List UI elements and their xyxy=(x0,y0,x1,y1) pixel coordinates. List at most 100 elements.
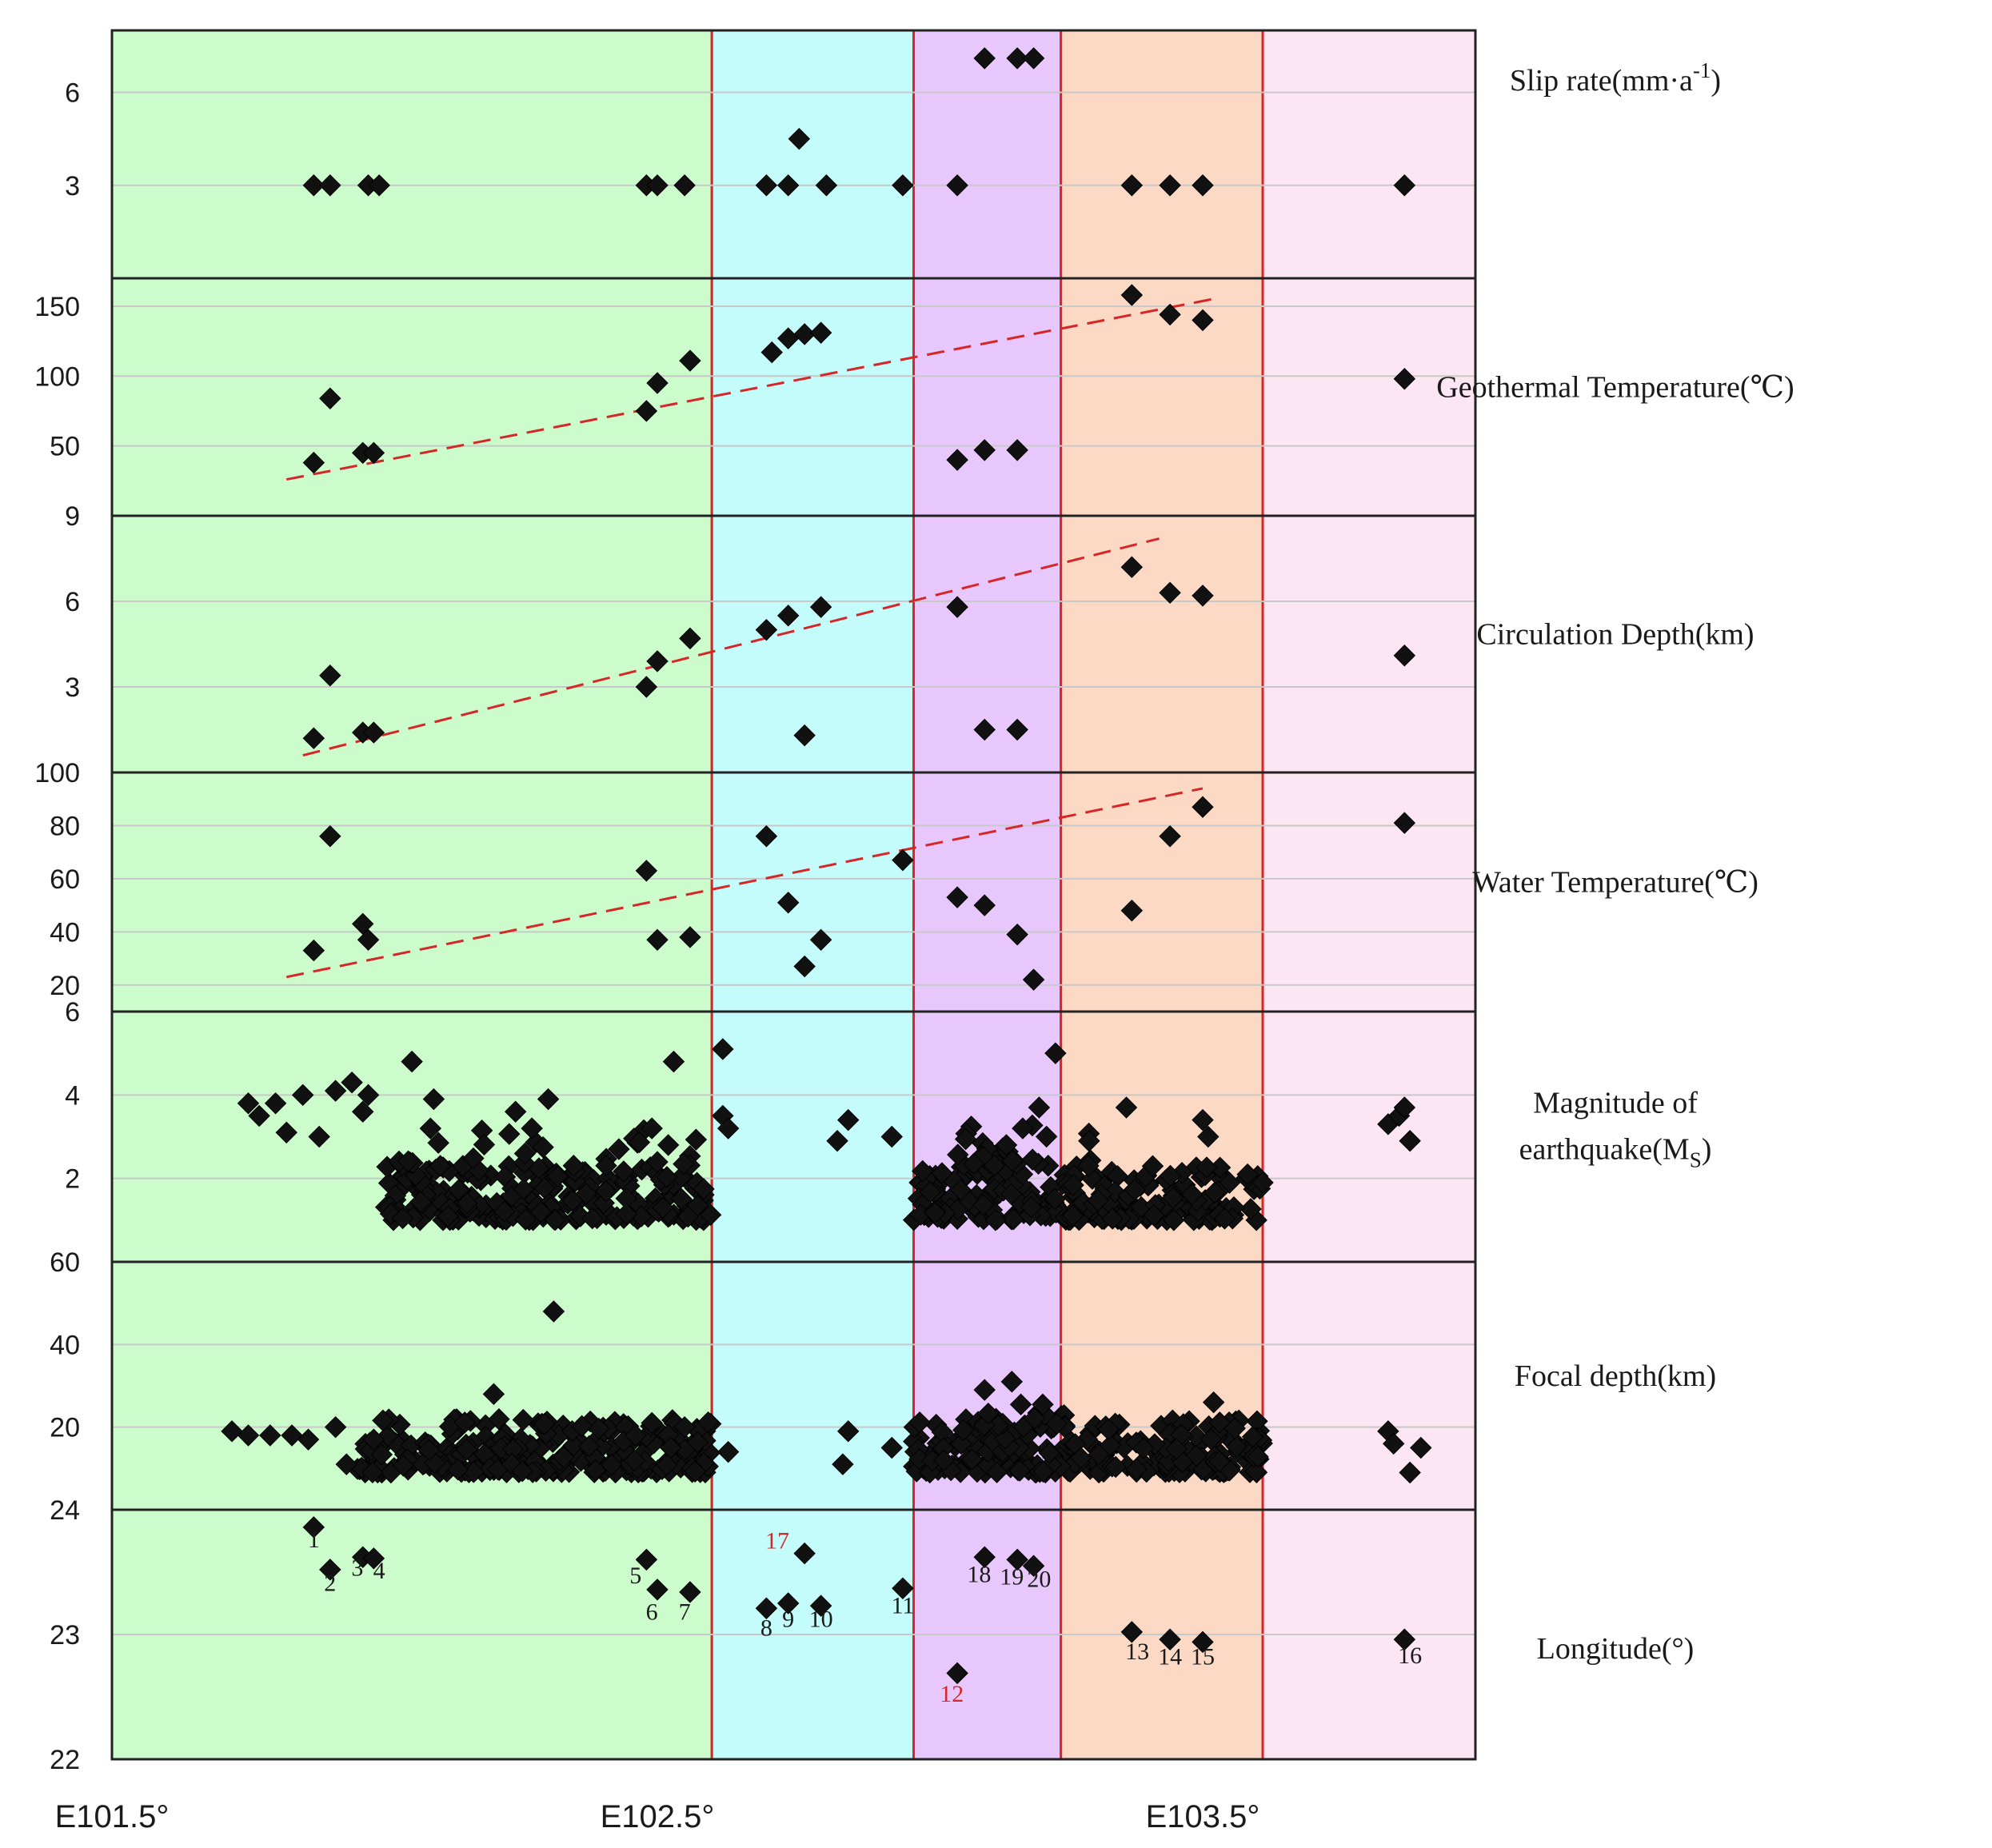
data-point xyxy=(646,372,669,394)
y-tick-label: 20 xyxy=(50,1413,80,1443)
point-label: 1 xyxy=(308,1527,320,1553)
y-tick-label: 150 xyxy=(34,292,80,322)
data-point xyxy=(776,1592,800,1615)
data-point xyxy=(1197,1125,1220,1148)
data-point xyxy=(575,1183,597,1205)
data-point xyxy=(447,1179,470,1201)
data-point xyxy=(946,449,968,471)
y-tick-label: 6 xyxy=(65,78,80,109)
data-point xyxy=(755,618,778,641)
data-point xyxy=(1399,1461,1421,1484)
data-point xyxy=(931,1162,953,1184)
point-label: 4 xyxy=(373,1558,385,1584)
data-point xyxy=(686,1431,709,1454)
data-point xyxy=(533,1413,556,1435)
data-point xyxy=(659,1436,682,1459)
data-point xyxy=(1159,1628,1181,1650)
data-point xyxy=(221,1420,243,1443)
data-point xyxy=(717,1440,740,1463)
data-point xyxy=(1171,1161,1193,1184)
data-point xyxy=(673,1152,695,1175)
data-point xyxy=(324,1415,347,1439)
data-point xyxy=(880,1436,903,1459)
panel-label: earthquake(MS) xyxy=(1519,1133,1712,1172)
data-point xyxy=(248,1104,270,1128)
data-point xyxy=(1159,1164,1182,1187)
data-point xyxy=(1032,1460,1055,1483)
data-point xyxy=(302,727,325,749)
data-point xyxy=(950,1432,972,1455)
panel-label: Magnitude of xyxy=(1533,1087,1698,1120)
panel-label: Circulation Depth(km) xyxy=(1476,618,1754,652)
data-point xyxy=(1006,718,1028,741)
data-point xyxy=(1120,1621,1144,1643)
data-point xyxy=(1115,1096,1138,1119)
data-point xyxy=(512,1408,535,1431)
data-point xyxy=(892,174,914,197)
point-label: 14 xyxy=(1158,1643,1182,1670)
point-label: 12 xyxy=(940,1681,964,1707)
data-point xyxy=(946,1662,968,1685)
data-point xyxy=(1000,1183,1023,1205)
data-point xyxy=(259,1424,281,1447)
data-point xyxy=(391,1207,414,1230)
zone-pink xyxy=(1261,29,1477,1761)
data-point xyxy=(308,1125,330,1148)
data-point xyxy=(501,1452,523,1475)
data-point xyxy=(924,1201,946,1224)
y-tick-label: 100 xyxy=(34,758,80,788)
data-point xyxy=(1061,1204,1084,1227)
y-tick-label: 3 xyxy=(65,171,80,202)
y-tick-label: 20 xyxy=(50,971,80,1001)
data-point xyxy=(615,1203,638,1225)
data-point xyxy=(1028,1096,1051,1119)
data-point xyxy=(646,174,669,197)
point-label: 18 xyxy=(967,1561,991,1587)
data-point xyxy=(995,1134,1018,1156)
data-point xyxy=(1244,1460,1267,1483)
data-point xyxy=(513,1142,537,1165)
data-point xyxy=(832,1453,854,1475)
point-label: 7 xyxy=(679,1599,691,1625)
data-point xyxy=(1393,1096,1416,1119)
data-point xyxy=(1144,1433,1166,1455)
y-tick-label: 40 xyxy=(50,917,80,948)
point-label: 13 xyxy=(1125,1638,1149,1665)
data-point xyxy=(357,928,380,952)
point-label: 11 xyxy=(891,1592,914,1618)
y-tick-label: 100 xyxy=(34,361,80,392)
panel-frames xyxy=(110,29,1477,1761)
data-point xyxy=(511,1459,533,1483)
data-point xyxy=(717,1117,740,1140)
data-points xyxy=(221,47,1432,1685)
data-point xyxy=(1141,1155,1164,1177)
data-point xyxy=(1162,1187,1184,1209)
data-point xyxy=(422,1088,445,1111)
zone-green xyxy=(110,29,713,1761)
data-point xyxy=(1120,174,1144,197)
data-point xyxy=(291,1084,314,1107)
point-label: 19 xyxy=(1000,1564,1024,1591)
data-point xyxy=(237,1092,260,1115)
data-point xyxy=(1125,1458,1148,1481)
data-point xyxy=(793,724,816,747)
data-point xyxy=(1062,1174,1084,1196)
data-point xyxy=(319,174,341,197)
y-tick-label: 6 xyxy=(65,997,80,1028)
data-point xyxy=(973,47,996,70)
data-point xyxy=(1097,1418,1120,1441)
data-point xyxy=(1196,1156,1218,1179)
data-point xyxy=(357,1084,380,1107)
data-point xyxy=(1393,174,1416,197)
data-point xyxy=(973,718,996,741)
data-point xyxy=(788,127,811,150)
data-point xyxy=(977,1403,1000,1425)
data-point xyxy=(1247,1446,1269,1468)
data-point xyxy=(1192,309,1214,332)
data-point xyxy=(673,1415,696,1439)
data-point xyxy=(1192,796,1214,818)
data-point xyxy=(892,848,914,872)
data-point xyxy=(1180,1183,1204,1206)
zone-backgrounds xyxy=(110,29,1477,1761)
data-point xyxy=(1006,1548,1028,1571)
